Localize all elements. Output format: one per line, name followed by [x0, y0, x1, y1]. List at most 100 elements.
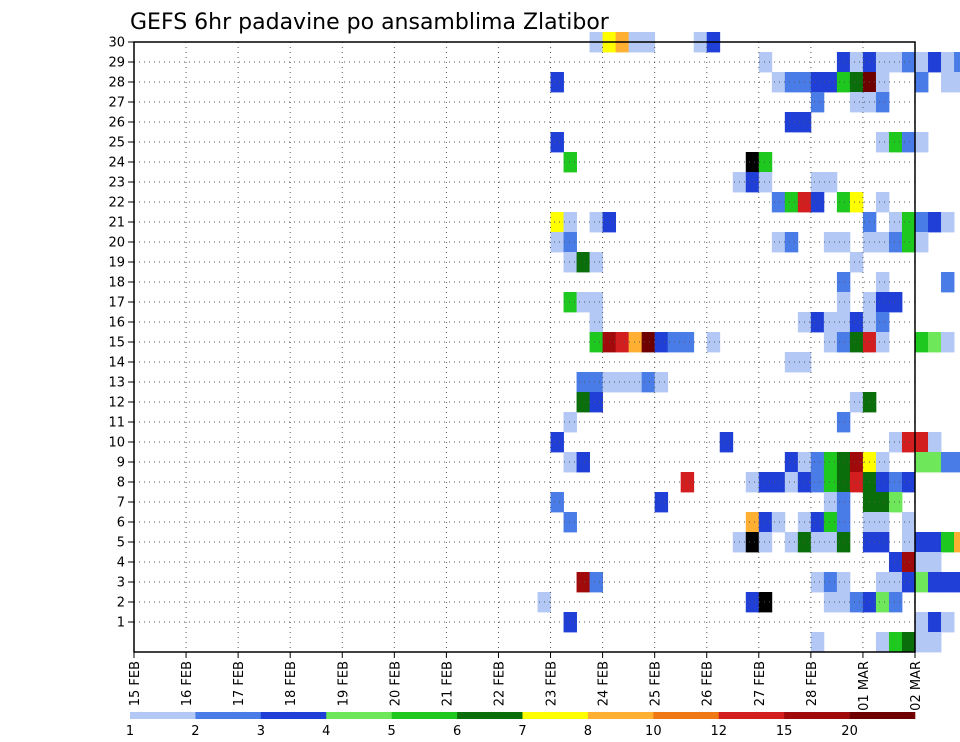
heatmap-cell	[901, 212, 916, 233]
heatmap-cell	[563, 512, 577, 533]
y-tick-label: 3	[117, 576, 125, 591]
heatmap-cell	[836, 292, 851, 313]
heatmap-cell	[915, 72, 929, 93]
y-tick-label: 10	[108, 436, 125, 451]
heatmap-cell	[888, 432, 903, 453]
legend-swatch	[784, 712, 850, 719]
legend-swatch	[457, 712, 523, 719]
heatmap-cell	[823, 72, 838, 93]
legend-label: 7	[518, 724, 526, 739]
heatmap-cell	[771, 72, 786, 93]
heatmap-cell	[745, 592, 760, 613]
heatmap-cell	[628, 332, 643, 353]
heatmap-cell	[875, 492, 890, 513]
heatmap-cell	[901, 472, 916, 493]
y-tick-label: 14	[108, 356, 125, 371]
heatmap-cell	[758, 52, 773, 73]
heatmap-cell	[576, 292, 590, 313]
y-tick-label: 9	[117, 456, 125, 471]
heatmap-cell	[641, 332, 656, 353]
heatmap-cell	[836, 572, 851, 593]
legend-swatch	[195, 712, 262, 719]
heatmap-cell	[589, 392, 603, 413]
heatmap-cell	[550, 212, 564, 233]
heatmap-cell	[875, 472, 890, 493]
heatmap-cell	[771, 232, 786, 253]
y-tick-label: 7	[117, 496, 125, 511]
heatmap-cell	[563, 212, 577, 233]
heatmap-cell	[875, 92, 890, 113]
y-tick-label: 30	[108, 36, 125, 51]
heatmap-cell	[901, 512, 916, 533]
y-tick-label: 6	[117, 516, 125, 531]
y-tick-label: 23	[108, 176, 125, 191]
y-tick-label: 11	[108, 416, 125, 431]
heatmap-cell	[941, 52, 955, 73]
y-tick-label: 29	[108, 56, 125, 71]
legend-swatch	[849, 712, 916, 719]
heatmap-cell	[810, 512, 825, 533]
heatmap-cell	[758, 152, 773, 173]
heatmap-cell	[745, 152, 760, 173]
heatmap-cell	[836, 192, 851, 213]
heatmap-cell	[823, 332, 838, 353]
x-tick-label: 25 FEB	[649, 661, 664, 706]
heatmap-cell	[941, 572, 955, 593]
heatmap-cell	[875, 592, 890, 613]
heatmap-cell	[784, 72, 799, 93]
heatmap-cell	[823, 572, 838, 593]
heatmap-cell	[915, 532, 929, 553]
heatmap-cell	[589, 332, 603, 353]
legend-label: 5	[388, 724, 396, 739]
heatmap-cell	[563, 412, 577, 433]
heatmap-cell	[550, 232, 564, 253]
legend-label: 2	[191, 724, 199, 739]
chart-title: GEFS 6hr padavine po ansamblima Zlatibor	[130, 10, 610, 35]
heatmap-cell	[875, 272, 890, 293]
heatmap-cell	[901, 532, 916, 553]
heatmap-cell	[915, 232, 929, 253]
heatmap-cell	[836, 52, 851, 73]
heatmap-cell	[810, 92, 825, 113]
heatmap-cell	[836, 272, 851, 293]
heatmap-cell	[875, 632, 890, 653]
heatmap-cell	[849, 592, 864, 613]
heatmap-cell	[615, 372, 630, 393]
plot-frame	[133, 41, 916, 653]
y-tick-label: 21	[108, 216, 125, 231]
heatmap-cell	[784, 472, 799, 493]
heatmap-cell	[810, 72, 825, 93]
legend-label: 1	[126, 724, 134, 739]
heatmap-cell	[836, 452, 851, 473]
heatmap-cell	[941, 72, 955, 93]
heatmap-cell	[615, 332, 630, 353]
heatmap-cell	[888, 632, 903, 653]
heatmap-cell	[915, 552, 929, 573]
heatmap-cell	[875, 52, 890, 73]
heatmap-cell	[849, 452, 864, 473]
y-tick-label: 15	[108, 336, 125, 351]
heatmap-cell	[589, 312, 603, 333]
heatmap-cell	[849, 312, 864, 333]
heatmap-cell	[810, 172, 825, 193]
heatmap-cell	[836, 592, 851, 613]
heatmap-cell	[928, 52, 942, 73]
heatmap-cell	[901, 52, 916, 73]
heatmap-cell	[875, 192, 890, 213]
legend-label: 20	[841, 724, 858, 739]
heatmap-cell	[875, 132, 890, 153]
heatmap-cell	[875, 312, 890, 333]
legend-label: 6	[453, 724, 461, 739]
heatmap-cell	[954, 532, 960, 553]
heatmap-cell	[941, 612, 955, 633]
heatmap-cell	[836, 232, 851, 253]
heatmap-cell	[810, 192, 825, 213]
heatmap-cell	[771, 512, 786, 533]
y-tick-label: 5	[117, 536, 125, 551]
heatmap-cell	[654, 492, 669, 513]
heatmap-cell	[915, 332, 929, 353]
y-tick-label: 25	[108, 136, 125, 151]
heatmap-cell	[915, 612, 929, 633]
heatmap-cell	[888, 292, 903, 313]
